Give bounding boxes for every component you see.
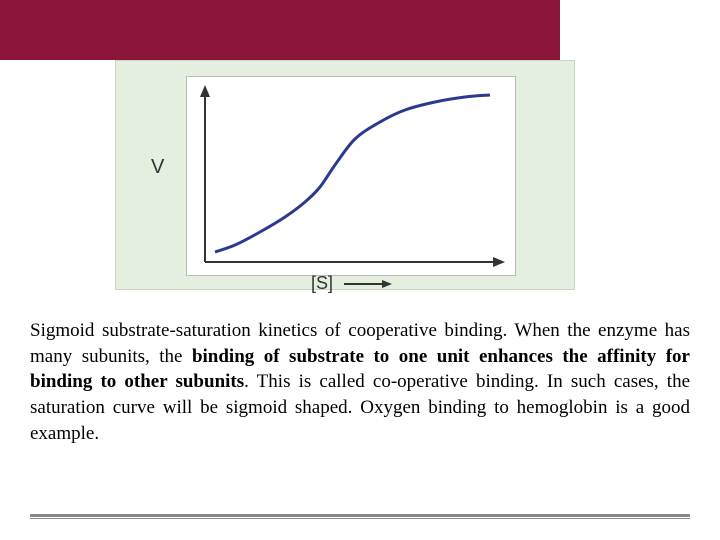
- footer-divider: [30, 514, 690, 518]
- chart-panel: V [S]: [115, 60, 575, 290]
- chart-plot-area: [186, 76, 516, 276]
- figure-caption: Sigmoid substrate-saturation kinetics of…: [30, 318, 690, 446]
- y-axis-label: V: [151, 156, 164, 179]
- x-axis-label: [S]: [311, 273, 394, 294]
- y-axis-arrow: [200, 85, 210, 97]
- header-bar: [0, 0, 560, 60]
- chart-svg: [187, 77, 517, 277]
- x-axis-arrow: [493, 257, 505, 267]
- x-arrow-icon: [344, 279, 394, 289]
- sigmoid-curve: [215, 95, 490, 252]
